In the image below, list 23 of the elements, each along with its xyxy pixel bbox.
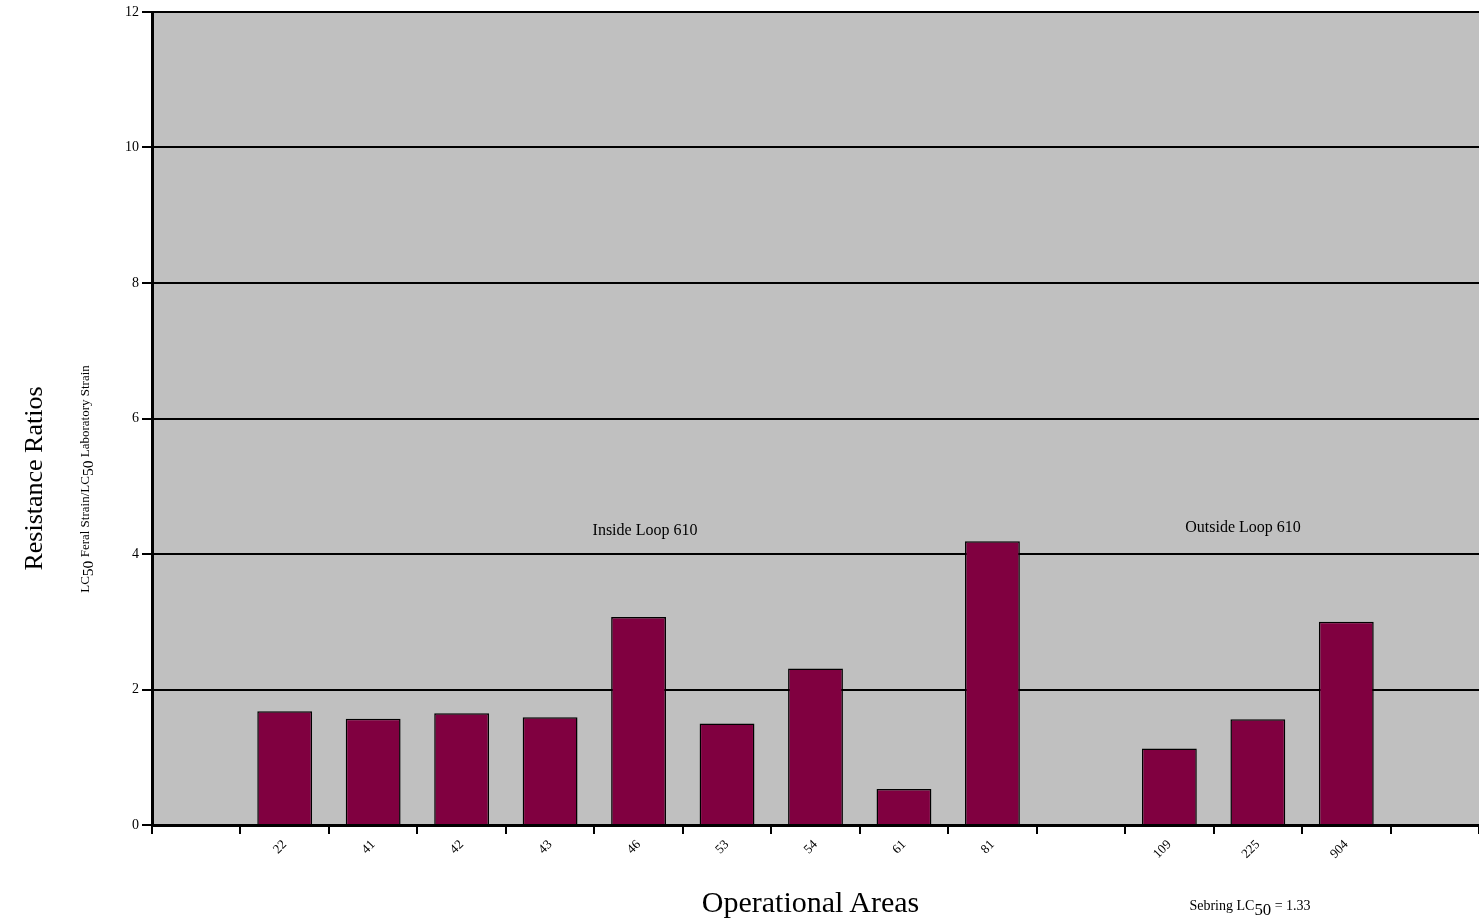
x-tick-label: 81 [977,836,997,857]
y-tick-label: 8 [132,274,139,290]
annotation: Outside Loop 610 [1185,518,1301,535]
x-tick-label: 53 [711,836,732,857]
x-tick-label: 46 [623,836,644,857]
x-tick-label: 109 [1149,836,1174,861]
x-tick-label: 22 [269,836,290,857]
x-tick-label: 41 [357,836,378,857]
x-tick-label: 43 [534,836,555,857]
x-tick-label: 225 [1237,836,1263,861]
y-tick-label: 4 [132,545,139,561]
x-tick-label: 54 [800,836,821,857]
annotation: Inside Loop 610 [592,521,698,538]
x-tick-label: 42 [446,836,467,857]
x-tick-label: 904 [1326,836,1352,861]
y-tick-label: 10 [125,139,139,155]
y-tick-label: 0 [132,816,139,832]
y-tick-label: 6 [132,410,139,426]
y-tick-label: 2 [132,681,139,697]
x-tick-label: 61 [888,836,909,857]
y-tick-label: 12 [125,3,139,19]
y-axis-title: Resistance Ratios [19,386,48,571]
x-axis-title: Operational Areas [701,885,920,918]
